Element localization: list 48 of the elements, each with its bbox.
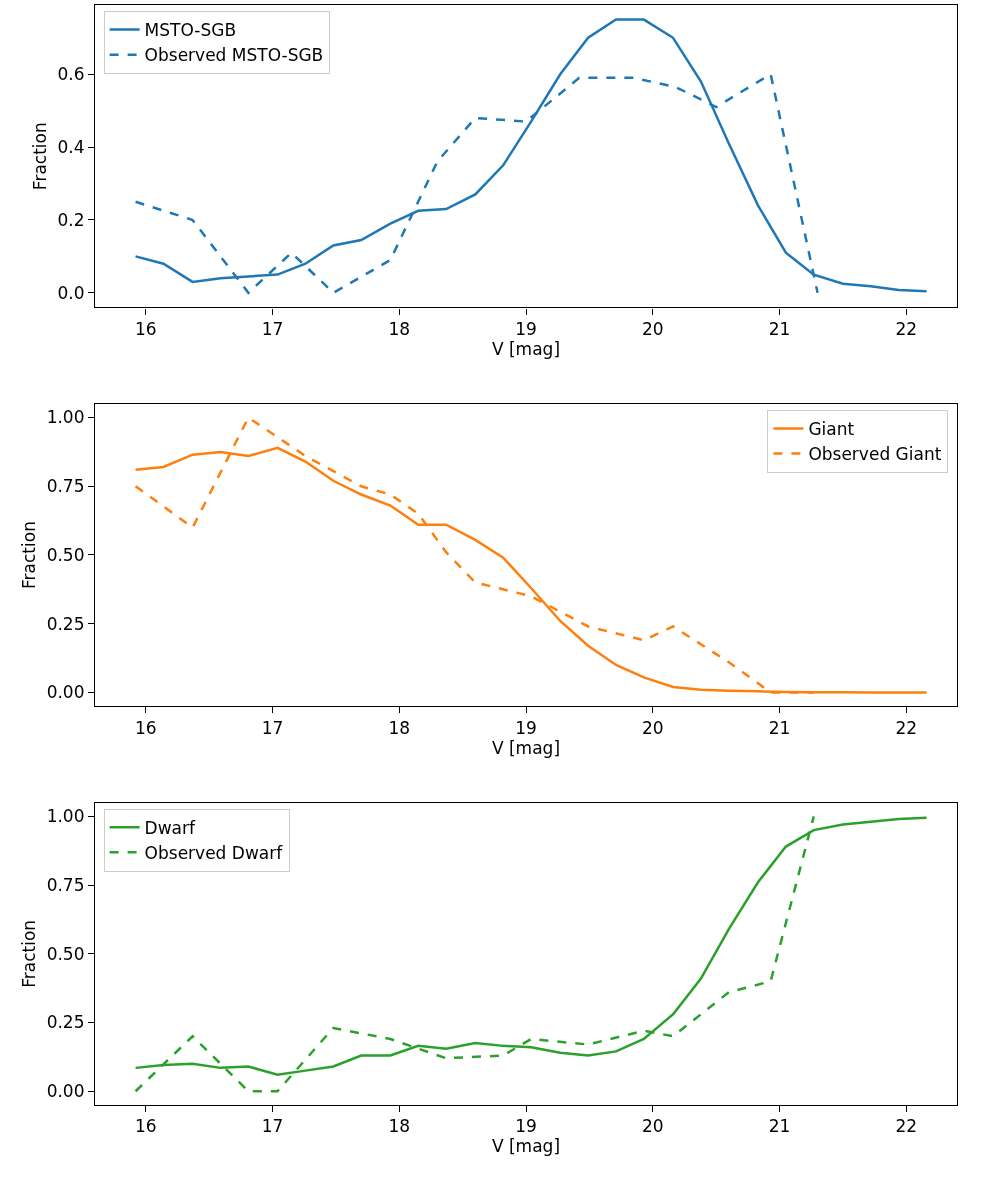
x-tick-label: 19 — [515, 717, 537, 738]
x-tick-label: 21 — [768, 717, 791, 738]
y-tick-label: 0.2 — [57, 209, 85, 230]
y-tick-label: 0.25 — [46, 613, 85, 634]
y-tick-label: 1.00 — [46, 407, 85, 428]
x-tick-label: 16 — [134, 717, 157, 738]
y-tick-label: 0.50 — [46, 544, 85, 565]
y-tick-label: 0.75 — [46, 476, 85, 497]
y-tick-label: 1.00 — [46, 806, 85, 827]
x-tick-label: 19 — [515, 1116, 537, 1137]
x-tick-label: 21 — [768, 1116, 791, 1137]
x-tick-label: 21 — [768, 318, 791, 339]
legend-label: MSTO-SGB — [144, 20, 237, 41]
y-tick-label: 0.0 — [57, 282, 85, 303]
x-tick-label: 18 — [388, 1116, 411, 1137]
x-axis-title: V [mag] — [491, 338, 561, 359]
x-tick-label: 17 — [261, 717, 284, 738]
x-tick-label: 22 — [895, 1116, 918, 1137]
x-tick-label: 16 — [134, 1116, 157, 1137]
legend-label: Giant — [808, 419, 855, 440]
legend-label: Observed Dwarf — [144, 842, 284, 863]
legend-label: Observed MSTO-SGB — [144, 45, 324, 66]
x-axis-title: V [mag] — [491, 1136, 561, 1157]
x-tick-label: 17 — [261, 1116, 284, 1137]
x-axis-title: V [mag] — [491, 737, 561, 758]
x-tick-label: 17 — [261, 318, 284, 339]
x-tick-label: 16 — [134, 318, 157, 339]
y-axis-title: Fraction — [19, 521, 40, 589]
y-axis-title: Fraction — [19, 919, 40, 988]
y-axis-title: Fraction — [30, 122, 50, 191]
x-tick-label: 18 — [388, 318, 411, 339]
y-tick-label: 0.00 — [46, 682, 85, 703]
x-tick-label: 22 — [895, 717, 918, 738]
line-series — [134, 18, 928, 293]
y-tick-label: 0.4 — [57, 137, 85, 158]
legend-label: Observed Giant — [808, 444, 942, 465]
x-tick-label: 22 — [895, 318, 918, 339]
y-tick-label: 0.6 — [57, 64, 85, 85]
legend-label: Dwarf — [144, 817, 197, 838]
x-tick-label: 18 — [388, 717, 411, 738]
y-tick-label: 0.00 — [46, 1081, 85, 1102]
y-tick-label: 0.75 — [46, 875, 85, 895]
x-tick-label: 20 — [641, 318, 664, 339]
x-tick-label: 20 — [641, 717, 664, 738]
y-tick-label: 0.25 — [46, 1012, 85, 1033]
x-tick-label: 19 — [515, 318, 537, 339]
x-tick-label: 20 — [641, 1116, 664, 1137]
y-tick-label: 0.50 — [46, 943, 85, 964]
